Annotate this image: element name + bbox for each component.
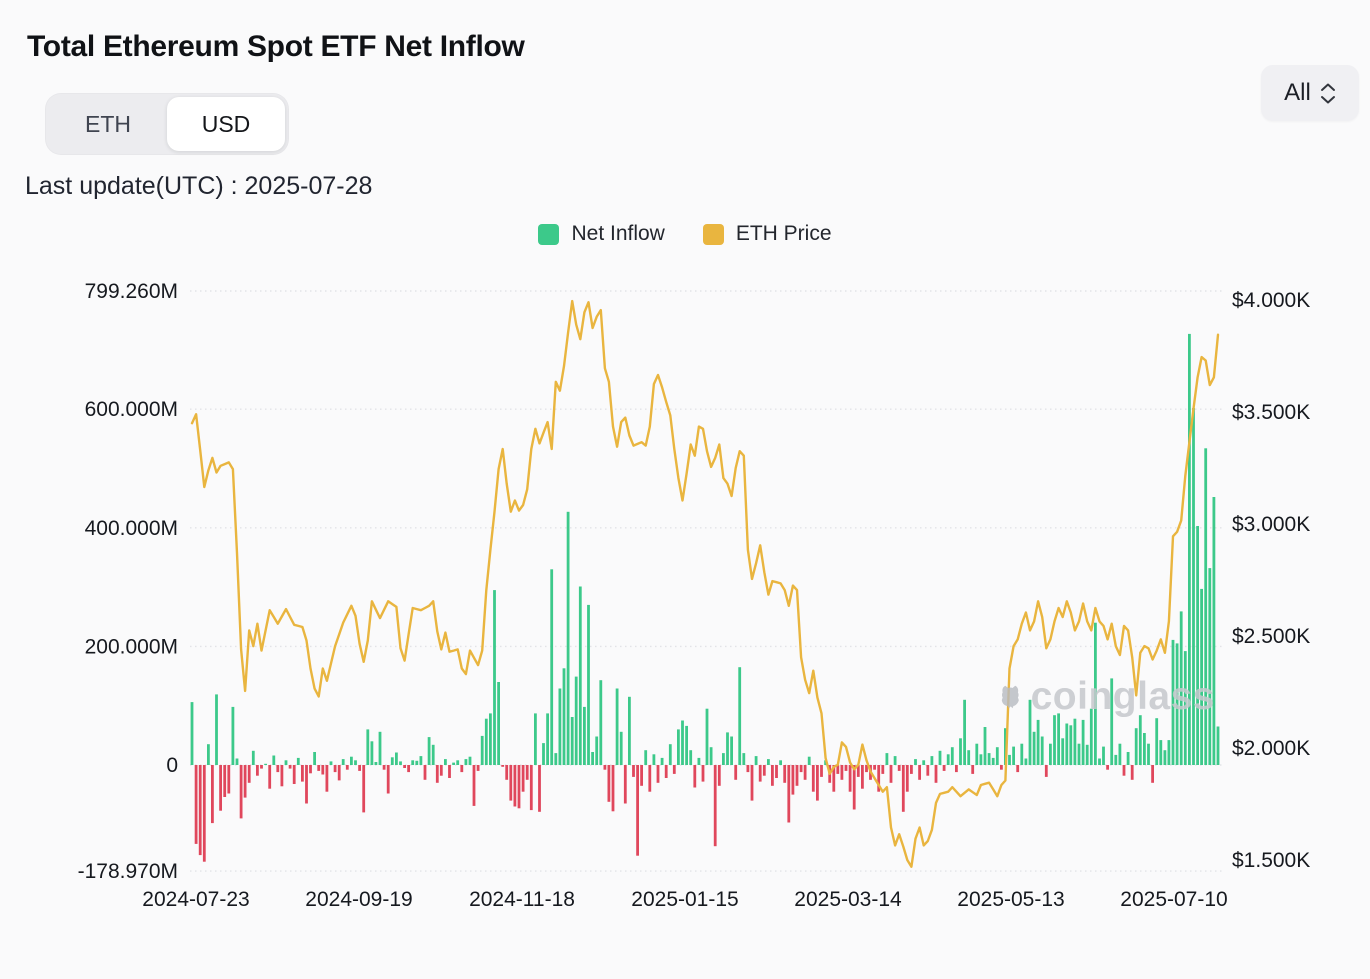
legend-label: ETH Price	[735, 222, 832, 245]
range-select-value: All	[1284, 79, 1311, 106]
svg-text:0: 0	[166, 754, 178, 777]
last-update-text: Last update(UTC) : 2025-07-28	[25, 172, 373, 200]
svg-text:$4.000K: $4.000K	[1232, 289, 1310, 312]
unit-toggle[interactable]: ETH USD	[45, 93, 289, 155]
svg-text:200.000M: 200.000M	[85, 635, 178, 658]
y-axis-right-labels: $4.000K $3.500K $3.000K $2.500K $2.000K $1.50…	[1232, 289, 1310, 872]
range-select[interactable]: All	[1261, 65, 1359, 121]
svg-text:2024-09-19: 2024-09-19	[305, 888, 412, 911]
svg-text:2024-07-23: 2024-07-23	[142, 888, 249, 911]
x-axis-labels: 2024-07-23 2024-09-19 2024-11-18 2025-01-15…	[142, 888, 1227, 911]
net-inflow-bars	[190, 333, 1220, 862]
page-title: Total Ethereum Spot ETF Net Inflow	[27, 30, 525, 63]
svg-text:2025-03-14: 2025-03-14	[794, 888, 902, 911]
svg-text:400.000M: 400.000M	[85, 517, 178, 540]
svg-text:2025-01-15: 2025-01-15	[631, 888, 738, 911]
y-axis-left-labels: 799.260M 600.000M 400.000M 200.000M 0 -178.97…	[78, 280, 178, 883]
chevron-up-down-icon	[1320, 83, 1336, 104]
legend-label: Net Inflow	[571, 222, 665, 245]
unit-toggle-eth[interactable]: ETH	[49, 97, 167, 151]
net-inflow-swatch-icon	[538, 223, 560, 245]
svg-text:-178.970M: -178.970M	[78, 860, 178, 883]
unit-toggle-usd[interactable]: USD	[167, 97, 285, 151]
svg-text:799.260M: 799.260M	[85, 280, 178, 303]
svg-text:600.000M: 600.000M	[85, 398, 178, 421]
svg-text:$2.000K: $2.000K	[1232, 737, 1310, 760]
svg-text:$3.500K: $3.500K	[1232, 401, 1310, 424]
svg-text:2024-11-18: 2024-11-18	[469, 888, 575, 911]
svg-text:2025-05-13: 2025-05-13	[957, 888, 1064, 911]
svg-text:$3.000K: $3.000K	[1232, 513, 1310, 536]
gridlines	[190, 290, 1222, 872]
chart-legend: Net Inflow ETH Price	[0, 222, 1370, 246]
svg-text:$2.500K: $2.500K	[1232, 625, 1310, 648]
eth-price-line	[190, 299, 1220, 868]
legend-item-net-inflow[interactable]: Net Inflow	[538, 222, 665, 246]
svg-text:$1.500K: $1.500K	[1232, 849, 1310, 872]
svg-text:2025-07-10: 2025-07-10	[1120, 888, 1227, 911]
eth-price-swatch-icon	[702, 223, 724, 245]
legend-item-eth-price[interactable]: ETH Price	[702, 222, 832, 246]
